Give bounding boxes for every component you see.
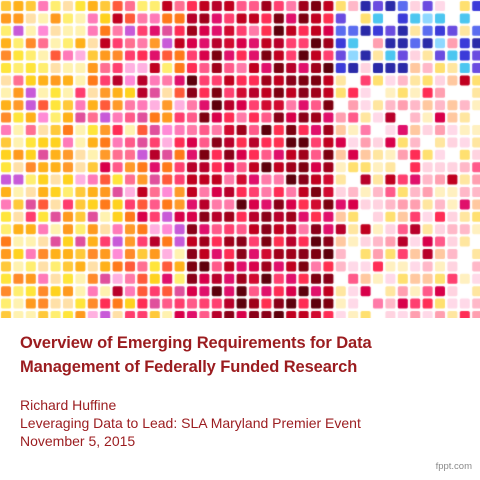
title-line-1: Overview of Emerging Requirements for Da… xyxy=(20,334,372,352)
author-name: Richard Huffine xyxy=(20,397,117,413)
color-mosaic-image xyxy=(0,0,480,318)
mosaic-canvas xyxy=(0,0,480,318)
slide-subtitle: Richard Huffine Leveraging Data to Lead:… xyxy=(20,396,460,450)
slide-title: Overview of Emerging Requirements for Da… xyxy=(20,331,460,379)
template-credit: fppt.com xyxy=(435,461,472,472)
title-line-2: Management of Federally Funded Research xyxy=(20,358,358,376)
event-date: November 5, 2015 xyxy=(20,433,136,449)
event-name: Leveraging Data to Lead: SLA Maryland Pr… xyxy=(20,415,361,431)
